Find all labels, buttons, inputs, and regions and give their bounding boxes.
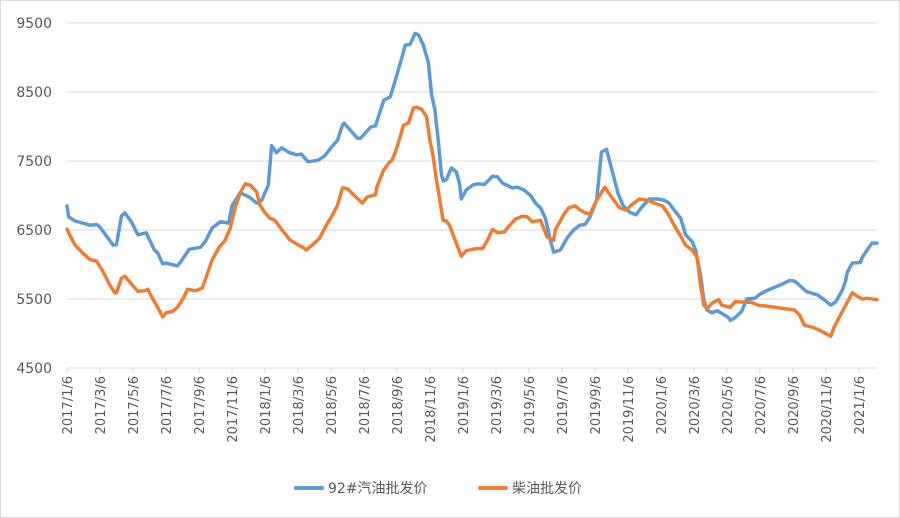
x-tick-label: 2020/9/6 — [787, 376, 802, 434]
x-tick-label: 2018/5/6 — [325, 376, 340, 434]
y-tick-label: 8500 — [16, 85, 52, 101]
y-axis: 4500 5500 6500 7500 8500 9500 — [16, 16, 52, 377]
x-tick-label: 2019/11/6 — [622, 376, 637, 443]
x-tick-label: 2018/9/6 — [391, 376, 406, 434]
x-tick-label: 2020/11/6 — [820, 376, 835, 443]
gridlines — [67, 22, 877, 369]
x-tick-label: 2017/11/6 — [226, 376, 241, 443]
x-tick-label: 2018/11/6 — [424, 376, 439, 443]
x-tick-label: 2017/7/6 — [160, 376, 175, 434]
x-tick-label: 2020/1/6 — [655, 376, 670, 434]
x-tick-label: 2021/1/6 — [853, 376, 868, 434]
legend-label-diesel: 柴油批发价 — [512, 481, 582, 497]
y-tick-label: 5500 — [16, 292, 52, 308]
y-tick-label: 7500 — [16, 154, 52, 170]
y-tick-label: 4500 — [16, 361, 52, 377]
x-tick-label: 2018/1/6 — [259, 376, 274, 434]
series-line-gasoline — [65, 31, 879, 323]
x-tick-label: 2020/3/6 — [688, 376, 703, 434]
y-tick-label: 6500 — [16, 223, 52, 239]
legend-label-gasoline: 92#汽油批发价 — [328, 481, 428, 497]
x-tick-label: 2017/9/6 — [193, 376, 208, 434]
legend: 92#汽油批发价 柴油批发价 — [294, 481, 582, 497]
x-tick-label: 2019/5/6 — [523, 376, 538, 434]
x-tick-label: 2017/5/6 — [127, 376, 142, 434]
x-tick-label: 2020/5/6 — [721, 376, 736, 434]
series-lines — [65, 31, 879, 339]
y-tick-label: 9500 — [16, 16, 52, 32]
x-tick-label: 2019/7/6 — [556, 376, 571, 434]
x-tick-label: 2019/3/6 — [490, 376, 505, 434]
x-tick-label: 2018/3/6 — [292, 376, 307, 434]
x-tick-label: 2019/9/6 — [589, 376, 604, 434]
x-tick-label: 2020/7/6 — [754, 376, 769, 434]
x-tick-label: 2018/7/6 — [358, 376, 373, 434]
series-line-diesel — [65, 105, 879, 339]
x-axis: 2017/1/6 2017/3/6 2017/5/6 2017/7/6 2017/9/6… — [61, 368, 868, 443]
x-tick-label: 2017/1/6 — [61, 376, 76, 434]
x-tick-label: 2019/1/6 — [457, 376, 472, 434]
x-tick-label: 2017/3/6 — [94, 376, 109, 434]
